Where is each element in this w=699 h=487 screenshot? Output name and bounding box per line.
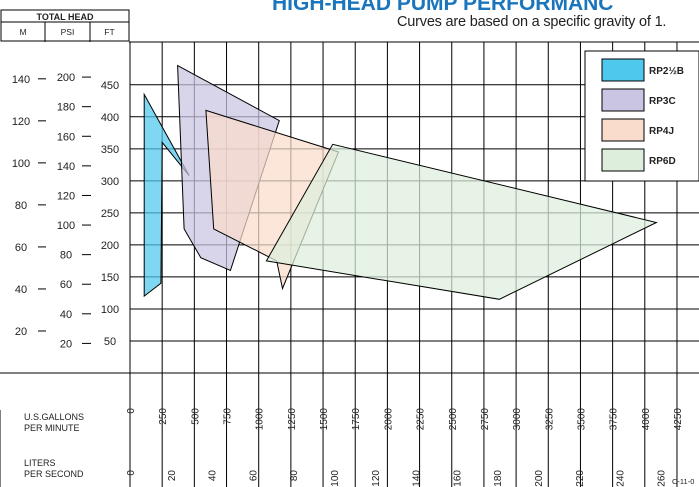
psi-tick-label: 40: [60, 309, 72, 321]
lps-axis-label-line1: LITERS: [24, 458, 56, 468]
legend-swatch-RP2½B: [601, 58, 645, 82]
chart-subtitle: Curves are based on a specific gravity o…: [397, 14, 667, 30]
gpm-tick-label: 0: [126, 408, 137, 414]
gpm-tick-label: 1000: [255, 408, 266, 431]
gpm-tick-label: 500: [190, 408, 201, 425]
lps-tick-label: 40: [208, 470, 219, 482]
m-tick-label: 20: [15, 326, 27, 338]
legend-label-RP4J: RP4J: [649, 126, 674, 137]
head-header-label: TOTAL HEAD: [36, 12, 94, 22]
gpm-tick-label: 4000: [641, 408, 652, 431]
ft-tick-label: 250: [101, 208, 119, 220]
curve-RP6D: [265, 143, 658, 300]
gpm-tick-label: 3750: [609, 408, 620, 431]
psi-tick-label: 120: [57, 190, 75, 202]
m-tick-label: 120: [12, 116, 30, 128]
gpm-tick-label: 250: [158, 408, 169, 425]
gpm-tick-label: 2750: [480, 408, 491, 431]
gpm-tick-label: 750: [223, 408, 234, 425]
psi-tick-label: 200: [57, 72, 75, 84]
curve-RP4J: [205, 109, 340, 291]
m-tick-label: 60: [15, 242, 27, 254]
gpm-axis-label-line1: U.S.GALLONS: [24, 412, 84, 422]
ft-tick-label: 200: [101, 240, 119, 252]
m-tick-label: 40: [15, 284, 27, 296]
gpm-tick-label: 2250: [416, 408, 427, 431]
legend-swatch-RP3C: [601, 88, 645, 112]
psi-tick-label: 160: [57, 131, 75, 143]
lps-tick-label: 200: [534, 470, 545, 487]
psi-tick-label: 180: [57, 102, 75, 114]
gpm-tick-label: 3250: [544, 408, 555, 431]
head-unit-psi: PSI: [61, 27, 75, 37]
lps-tick-label: 80: [289, 470, 300, 482]
psi-tick-label: 140: [57, 161, 75, 173]
lps-tick-label: 160: [452, 470, 463, 487]
gpm-tick-label: 1250: [287, 408, 298, 431]
lps-tick-label: 240: [616, 470, 627, 487]
gpm-axis-label-line2: PER MINUTE: [24, 423, 80, 433]
lps-tick-label: 180: [493, 470, 504, 487]
chart-title: HIGH-HEAD PUMP PERFORMANC: [272, 0, 614, 15]
ft-tick-label: 150: [101, 272, 119, 284]
legend-label-RP3C: RP3C: [649, 96, 676, 107]
psi-tick-label: 80: [60, 250, 72, 262]
gpm-tick-label: 1500: [319, 408, 330, 431]
gpm-tick-label: 2000: [383, 408, 394, 431]
psi-tick-label: 20: [60, 338, 72, 350]
psi-tick-label: 100: [57, 220, 75, 232]
ft-tick-label: 100: [101, 304, 119, 316]
head-header-box: [0, 9, 130, 42]
chart-code-label: C-11-0: [672, 477, 694, 486]
lps-tick-label: 120: [371, 470, 382, 487]
ft-tick-label: 300: [101, 176, 119, 188]
ft-tick-label: 450: [101, 80, 119, 92]
lps-tick-label: 220: [575, 470, 586, 487]
m-tick-label: 100: [12, 158, 30, 170]
head-unit-ft: FT: [104, 27, 114, 37]
legend-label-RP6D: RP6D: [649, 156, 676, 167]
ft-tick-label: 400: [101, 112, 119, 124]
head-unit-m: M: [19, 27, 26, 37]
legend-label-RP2½B: RP2½B: [649, 66, 684, 77]
gpm-tick-label: 4250: [673, 408, 684, 431]
ft-tick-label: 350: [101, 144, 119, 156]
lps-axis-label-line2: PER SECOND: [24, 469, 84, 479]
gpm-tick-label: 3000: [512, 408, 523, 431]
lps-tick-label: 260: [656, 470, 667, 487]
lps-tick-label: 100: [330, 470, 341, 487]
gpm-tick-label: 2500: [448, 408, 459, 431]
gpm-tick-label: 1750: [351, 408, 362, 431]
lps-tick-label: 0: [126, 470, 137, 476]
legend-swatch-RP6D: [601, 148, 645, 172]
gpm-tick-label: 3500: [576, 408, 587, 431]
m-tick-label: 80: [15, 200, 27, 212]
lps-tick-label: 60: [248, 470, 259, 482]
ft-tick-label: 50: [104, 336, 116, 348]
legend-swatch-RP4J: [601, 118, 645, 142]
psi-tick-label: 60: [60, 279, 72, 291]
m-tick-label: 140: [12, 74, 30, 86]
lps-tick-label: 140: [412, 470, 423, 487]
lps-tick-label: 20: [167, 470, 178, 482]
